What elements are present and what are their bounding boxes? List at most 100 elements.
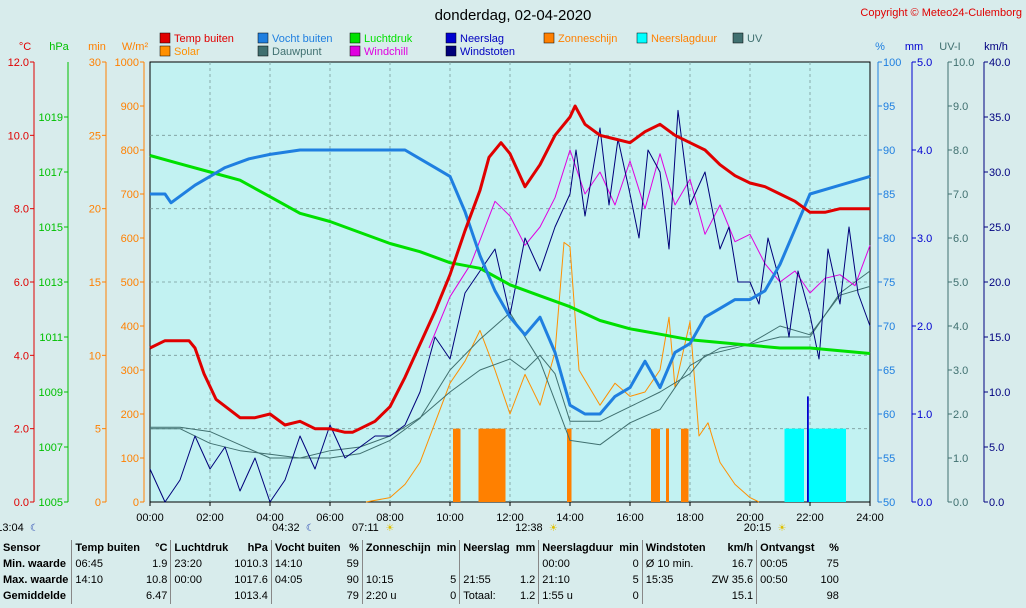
stats-header-unit: min — [619, 542, 639, 554]
axis-tick-label: 35.0 — [989, 112, 1010, 124]
stats-cell-time: 21:10 — [538, 572, 617, 588]
x-tick-label: 04:00 — [256, 512, 284, 524]
series-layer — [149, 104, 871, 503]
axis-tick-label: 200 — [121, 409, 139, 421]
neerslagduur-bar — [807, 428, 846, 502]
axis-tick-label: 65 — [883, 365, 895, 377]
axis-tick-label: 1019 — [39, 112, 63, 124]
axis-tick-label: 800 — [121, 145, 139, 157]
zonneschijn-bar — [567, 428, 572, 502]
stats-cell-time — [756, 588, 818, 604]
stats-header-unit: km/h — [727, 542, 754, 554]
stats-cell-time: 2:20 u — [361, 588, 434, 604]
axis-tick-label: 12.0 — [8, 57, 29, 69]
axis-tick-label: 2.0 — [953, 409, 968, 421]
copyright-label: Copyright © Meteo24-Culemborg — [860, 7, 1022, 19]
axis-tick-label: 4.0 — [917, 145, 932, 157]
legend-swatch — [445, 32, 457, 44]
stats-cell-value: 0 — [632, 558, 639, 570]
zonneschijn-bar — [498, 428, 506, 502]
axis-tick-label: 2.0 — [917, 321, 932, 333]
axis-tick-label: 900 — [121, 101, 139, 113]
x-axis: 00:00 02:00 04:00 06:00 08:00 10:00 12:00 14:00… — [136, 502, 884, 524]
stats-row: Max. waarde 14:10 10.8 00:00 1017.6 04:05 90 10… — [0, 572, 842, 588]
axis-tick-label: 1011 — [39, 332, 63, 344]
axis-unit-label: hPa — [49, 41, 69, 53]
stats-cell-time: 1:55 u — [538, 588, 617, 604]
stats-header-unit: °C — [155, 542, 168, 554]
neerslag-bar — [807, 396, 809, 502]
marker-icon: ☀ — [778, 523, 787, 534]
legend-swatch — [349, 32, 361, 44]
stats-header-cell: Windstoten — [641, 540, 709, 556]
stats-row: Min. waarde 06:45 1.9 23:20 1010.3 14:10 59 00:… — [0, 556, 842, 572]
axis-tick-label: 15.0 — [989, 332, 1010, 344]
legend-label: Neerslagduur — [651, 33, 717, 45]
stats-cell-value: ZW 35.6 — [711, 574, 754, 586]
stats-table-container: Sensor Temp buiten °C Luchtdruk hPa Vocht bui… — [0, 540, 1026, 608]
axis-tick-label: 10.0 — [8, 130, 29, 142]
stats-header-cell: Neerslag — [459, 540, 513, 556]
legend-label: Windstoten — [460, 46, 515, 58]
legend: Temp buiten Vocht buiten Luchtdruk Neerslag… — [159, 32, 763, 58]
legend-swatch — [257, 45, 269, 57]
axis-tick-label: 10.0 — [989, 387, 1010, 399]
marker-time-label: 12:38 — [515, 522, 543, 534]
axis-tick-label: 5.0 — [989, 442, 1004, 454]
axis-tick-label: 600 — [121, 233, 139, 245]
stats-cell-time — [361, 556, 434, 572]
stats-cell-time — [71, 588, 143, 604]
stats-cell-value: 16.7 — [731, 558, 754, 570]
stats-cell-time — [270, 588, 344, 604]
x-tick-label: 00:00 — [136, 512, 164, 524]
legend-swatch — [257, 32, 269, 44]
stats-header-cell: Luchtdruk — [170, 540, 232, 556]
stats-cell-time — [459, 556, 513, 572]
axis-unit-label: W/m² — [122, 41, 149, 53]
marker-icon: ☾ — [306, 523, 315, 534]
axis-tick-label: 0.0 — [953, 497, 968, 509]
stats-cell-time: 23:20 — [170, 556, 232, 572]
legend-label: Windchill — [364, 46, 408, 58]
axis-tick-label: 6.0 — [14, 277, 29, 289]
stats-cell-time: 15:35 — [641, 572, 709, 588]
marker-icon: ☀ — [549, 523, 558, 534]
sun-moon-markers: 13:04 ☾ 04:32 ☾ 07:11 ☀ 12:38 ☀ 20:15 ☀ — [0, 522, 787, 534]
legend-swatch — [445, 45, 457, 57]
x-tick-label: 18:00 — [676, 512, 704, 524]
legend-swatch — [349, 45, 361, 57]
chart-title: donderdag, 02-04-2020 — [435, 7, 592, 24]
stats-header-row: Sensor Temp buiten °C Luchtdruk hPa Vocht bui… — [0, 540, 842, 556]
axis-tick-label: 25.0 — [989, 222, 1010, 234]
axis-tick-label: 15 — [89, 277, 101, 289]
stats-cell-time: 06:45 — [71, 556, 143, 572]
x-tick-label: 24:00 — [856, 512, 884, 524]
axis-tick-label: 30 — [89, 57, 101, 69]
legend-label: Vocht buiten — [272, 33, 333, 45]
axis-tick-label: 0.0 — [14, 497, 29, 509]
legend-swatch — [159, 45, 171, 57]
legend-label: Solar — [174, 46, 200, 58]
stats-cell-time: Ø 10 min. — [641, 556, 709, 572]
zonneschijn-bar — [453, 428, 458, 502]
stats-cell-time — [641, 588, 709, 604]
stats-cell-value: 0 — [632, 590, 639, 602]
x-tick-label: 12:00 — [496, 512, 524, 524]
axis-tick-label: 85 — [883, 189, 895, 201]
axis-tick-label: 4.0 — [14, 350, 29, 362]
stats-row-label: Max. waarde — [3, 574, 69, 586]
legend-label: UV — [747, 33, 763, 45]
axis-unit-label: mm — [905, 41, 923, 53]
stats-header-unit: % — [349, 542, 359, 554]
axis-tick-label: 1000 — [115, 57, 139, 69]
legend-swatch — [732, 32, 744, 44]
axis-tick-label: 10.0 — [953, 57, 974, 69]
axis-tick-label: 9.0 — [953, 101, 968, 113]
axis-tick-label: 6.0 — [953, 233, 968, 245]
stats-header-cell: Ontvangst — [756, 540, 818, 556]
legend-label: Dauwpunt — [272, 46, 322, 58]
stats-cell-value: 1.9 — [152, 558, 168, 570]
axis-tick-label: 75 — [883, 277, 895, 289]
axis-tick-label: 500 — [121, 277, 139, 289]
